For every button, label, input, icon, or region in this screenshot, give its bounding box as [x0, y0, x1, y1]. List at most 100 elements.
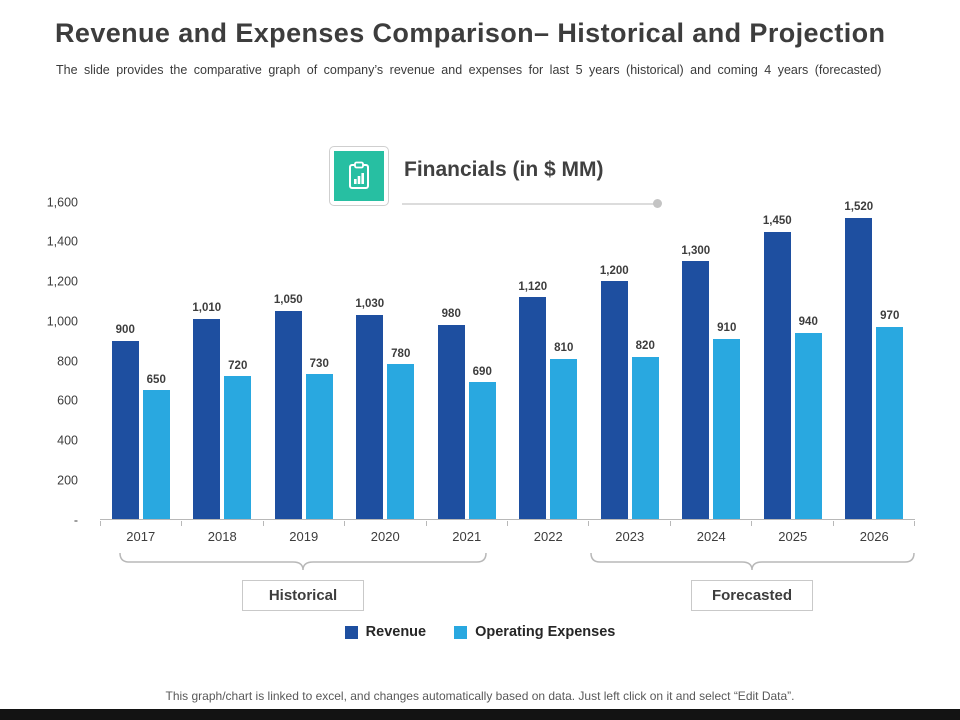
legend-label: Operating Expenses	[475, 624, 616, 640]
bar-revenue-2025: 1,450	[763, 216, 792, 519]
chart-title: Financials (in $ MM)	[404, 158, 604, 181]
bar-group-2022: 1,120 810	[508, 202, 590, 519]
bar-data-label: 780	[391, 347, 411, 360]
x-axis-label-2022: 2022	[533, 529, 563, 544]
x-axis-ticks	[100, 521, 916, 526]
x-axis-label-2025: 2025	[778, 529, 808, 544]
x-tick	[832, 521, 916, 526]
x-axis-labels: 2017 2018 2019 2020 2021 2022 2023 2024 2025 2026	[100, 529, 915, 544]
bar-operating-expenses-2023: 820	[631, 341, 659, 519]
bar-data-label: 820	[635, 340, 655, 353]
bar-revenue-2020: 1,030	[355, 299, 384, 519]
footer-note: This graph/chart is linked to excel, and…	[165, 689, 795, 703]
bar-data-label: 1,300	[681, 244, 711, 257]
y-tick-label: 1,000	[46, 314, 78, 328]
bar-data-label: 810	[554, 342, 574, 355]
bar-data-label: 940	[798, 316, 818, 329]
x-tick	[181, 521, 262, 526]
x-tick	[507, 521, 588, 526]
bar-operating-expenses-2018: 720	[224, 360, 252, 519]
y-axis: - 200 400 600 800 1,000 1,200 1,400 1,600	[0, 196, 88, 526]
bar-revenue-2022: 1,120	[518, 281, 547, 519]
x-tick	[425, 521, 507, 526]
x-tick	[588, 521, 669, 526]
x-axis-label-2023: 2023	[615, 529, 645, 544]
bar-data-label: 900	[115, 324, 135, 337]
line-end-dot	[653, 199, 662, 208]
bar-data-label: 980	[441, 308, 461, 321]
y-tick-label: 400	[57, 433, 78, 448]
legend: Revenue Operating Expenses	[0, 624, 960, 640]
bar-data-label: 650	[146, 373, 166, 386]
forecasted-brace	[590, 552, 915, 577]
bar-data-label: 690	[472, 365, 492, 378]
y-tick-label: 600	[57, 393, 78, 408]
x-axis-label-2020: 2020	[370, 529, 400, 544]
y-tick-label: 1,400	[46, 234, 78, 249]
clipboard-chart-icon	[334, 151, 384, 201]
bar-data-label: 1,450	[762, 215, 792, 228]
x-tick	[344, 521, 425, 526]
bar-revenue-2023: 1,200	[600, 265, 629, 519]
bar-group-2023: 1,200 820	[589, 202, 671, 519]
bar-data-label: 1,050	[273, 294, 303, 307]
bar-group-2026: 1,520 970	[834, 202, 916, 519]
x-axis-label-2018: 2018	[207, 529, 237, 544]
x-tick	[262, 521, 344, 526]
x-axis-label-2024: 2024	[696, 529, 726, 544]
bar-group-2024: 1,300 910	[671, 202, 753, 519]
x-axis-label-2026: 2026	[859, 529, 889, 544]
page-subtitle: The slide provides the comparative graph…	[56, 63, 882, 77]
bar-revenue-2021: 980	[437, 309, 465, 519]
bar-data-label: 1,120	[518, 280, 548, 293]
bar-group-2018: 1,010 720	[182, 202, 264, 519]
y-tick-label: 1,600	[46, 194, 78, 209]
x-axis-label-2017: 2017	[126, 529, 156, 544]
bar-data-label: 1,520	[844, 201, 874, 214]
bar-data-label: 1,030	[355, 298, 385, 311]
forecasted-label-box: Forecasted	[691, 580, 813, 611]
historical-brace	[119, 552, 487, 577]
bar-data-label: 910	[717, 322, 737, 335]
bar-revenue-2026: 1,520	[844, 202, 873, 519]
bar-data-label: 730	[309, 357, 329, 370]
historical-label-box: Historical	[242, 580, 364, 611]
x-tick	[751, 521, 832, 526]
y-tick-label: 800	[57, 353, 78, 368]
bar-revenue-2019: 1,050	[274, 295, 303, 519]
bar-operating-expenses-2017: 650	[142, 374, 170, 519]
bar-group-2017: 900 650	[100, 202, 182, 519]
x-axis-label-2021: 2021	[452, 529, 482, 544]
y-tick-label: -	[73, 512, 78, 527]
bar-group-2020: 1,030 780	[345, 202, 427, 519]
bar-revenue-2024: 1,300	[681, 245, 710, 519]
bar-group-2025: 1,450 940	[752, 202, 834, 519]
bar-data-label: 720	[228, 359, 248, 372]
bar-revenue-2017: 900	[111, 325, 139, 519]
bar-operating-expenses-2025: 940	[794, 317, 822, 519]
legend-label: Revenue	[365, 624, 427, 640]
x-tick	[669, 521, 751, 526]
bar-operating-expenses-2021: 690	[468, 366, 496, 519]
bar-revenue-2018: 1,010	[192, 303, 221, 519]
bar-data-label: 970	[880, 310, 900, 323]
bottom-accent-bar	[0, 709, 960, 720]
bar-data-label: 1,010	[192, 302, 222, 315]
bar-operating-expenses-2020: 780	[387, 348, 415, 519]
x-tick	[100, 521, 181, 526]
page-title: Revenue and Expenses Comparison– Histori…	[55, 18, 886, 48]
bar-group-2019: 1,050 730	[263, 202, 345, 519]
legend-swatch-revenue	[344, 625, 358, 639]
bar-operating-expenses-2022: 810	[550, 343, 578, 519]
legend-item-revenue: Revenue	[344, 624, 427, 640]
chart-icon-frame	[329, 146, 389, 206]
bar-group-2021: 980 690	[426, 202, 508, 519]
legend-swatch-operating-expenses	[454, 625, 468, 639]
bar-operating-expenses-2024: 910	[713, 323, 741, 519]
y-tick-label: 200	[57, 473, 78, 487]
bar-data-label: 1,200	[599, 264, 629, 277]
bar-operating-expenses-2026: 970	[876, 311, 904, 519]
x-axis-label-2019: 2019	[289, 529, 319, 544]
y-tick-label: 1,200	[46, 274, 78, 289]
